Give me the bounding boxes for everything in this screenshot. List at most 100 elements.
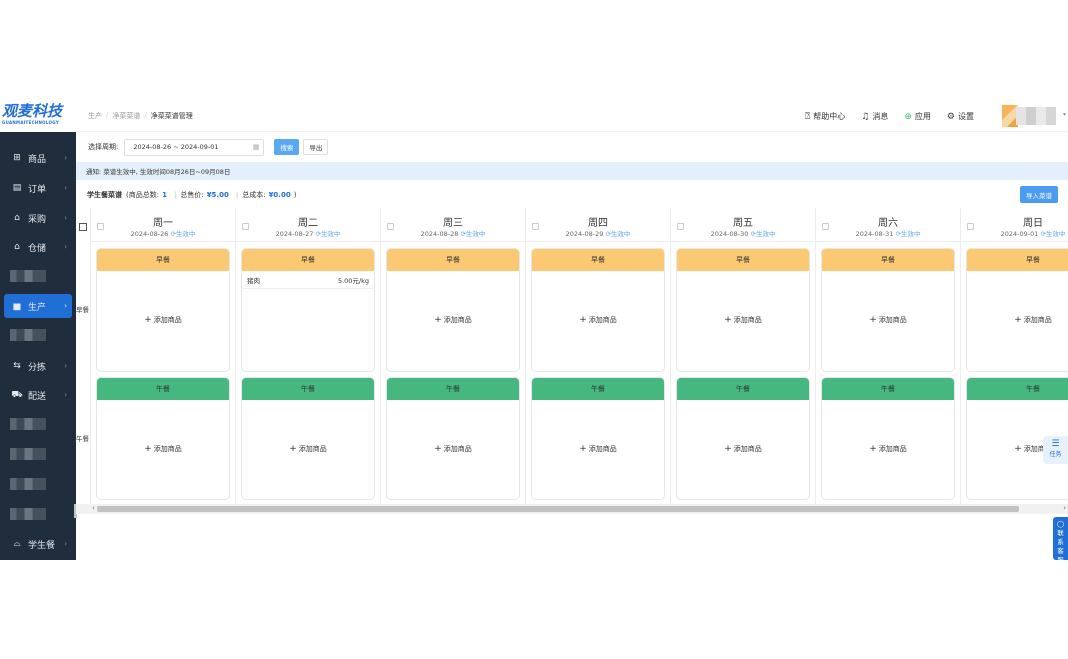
scroll-right-icon[interactable]: › <box>1063 504 1066 512</box>
messages-link[interactable]: ♫ 消息 <box>861 111 888 122</box>
date-value: 2024-08-31 <box>855 230 894 238</box>
chevron-right-icon: › <box>64 154 67 162</box>
horizontal-scrollbar[interactable]: ‹ › <box>76 504 1068 514</box>
breakfast-card: 早餐 + 添加商品 <box>531 248 665 372</box>
blurred-menu-item <box>10 270 46 282</box>
apps-link[interactable]: ⊕ 应用 <box>904 111 931 122</box>
plus-icon: + <box>434 315 442 325</box>
sidebar-item-purchase[interactable]: ⌂ 采购 › <box>0 206 76 230</box>
avatar[interactable] <box>1002 105 1018 127</box>
app-window: 观麦科技 GUANMAITECHNOLOGY ⊞ 商品 › ▤ 订单 › ⌂ 采… <box>0 100 1068 560</box>
date-value: 2024-08-28 <box>420 230 459 238</box>
add-goods-button[interactable]: + 添加商品 <box>532 315 664 325</box>
add-goods-button[interactable]: + 添加商品 <box>677 444 809 454</box>
grid-icon: ⊞ <box>13 153 21 163</box>
add-goods-button[interactable]: + 添加商品 <box>822 315 954 325</box>
breakfast-card: 早餐 + 添加商品 <box>676 248 810 372</box>
menu-title: 学生餐菜谱 <box>87 191 122 199</box>
user-name-blurred[interactable] <box>1016 107 1056 125</box>
breakfast-card: 早餐 + 添加商品 <box>96 248 230 372</box>
plus-icon: + <box>144 444 152 454</box>
customer-service-button[interactable]: ◯ 联系客服 <box>1053 517 1068 560</box>
chevron-down-icon[interactable]: ▾ <box>1062 111 1066 118</box>
total-price: ¥5.00 <box>206 191 229 199</box>
lunch-header: 午餐 <box>967 378 1068 400</box>
status-label: 生效中 <box>320 230 341 238</box>
scroll-thumb[interactable] <box>97 506 1019 512</box>
day-name: 周日 <box>1023 218 1043 229</box>
date-value: 2024-08-26 <box>130 230 169 238</box>
breadcrumb-item[interactable]: 生产 <box>88 111 102 120</box>
day-checkbox[interactable] <box>532 223 539 230</box>
select-all-checkbox[interactable] <box>79 223 87 231</box>
add-goods-label: 添加商品 <box>878 445 907 453</box>
breadcrumb-item[interactable]: 净菜菜谱 <box>112 111 141 120</box>
price-label: 总售价: <box>180 191 204 199</box>
day-checkbox[interactable] <box>97 223 104 230</box>
day-name: 周三 <box>443 218 463 229</box>
date-value: 2024-09-01 <box>1000 230 1039 238</box>
add-goods-button[interactable]: + 添加商品 <box>967 444 1068 454</box>
date-range-picker[interactable]: 2024-08-26 ~ 2024-09-01 ▦ <box>124 138 265 156</box>
total-cost: ¥0.00 <box>268 191 291 199</box>
add-goods-label: 添加商品 <box>443 316 472 324</box>
day-checkbox[interactable] <box>387 223 394 230</box>
sidebar-item-production[interactable]: ▅ 生产 › <box>4 294 72 318</box>
add-goods-button[interactable]: + 添加商品 <box>532 444 664 454</box>
search-button[interactable]: 搜索 <box>274 139 300 155</box>
day-column: 周一 2024-08-26 ⟳生效中 早餐 + 添加商品 午餐 + 添加商品 <box>90 208 235 504</box>
plus-icon: + <box>1014 315 1022 325</box>
add-goods-button[interactable]: + 添加商品 <box>677 315 809 325</box>
row-label-lunch: 午餐 <box>76 435 89 443</box>
add-goods-button[interactable]: + 添加商品 <box>97 315 229 325</box>
add-goods-button[interactable]: + 添加商品 <box>967 315 1068 325</box>
settings-link[interactable]: ⚙ 设置 <box>947 111 974 122</box>
add-goods-label: 添加商品 <box>298 445 327 453</box>
sidebar-item-student-meal[interactable]: ⌓ 学生餐 › <box>0 532 76 556</box>
status-label: 生效中 <box>175 230 196 238</box>
sidebar-item-sorting[interactable]: ⇆ 分拣 › <box>0 354 76 378</box>
cost-label: 总成本: <box>242 191 266 199</box>
day-checkbox[interactable] <box>677 223 684 230</box>
export-button[interactable]: 导出 <box>303 139 329 155</box>
day-header: 周五 2024-08-30 ⟳生效中 <box>671 208 815 242</box>
menu-summary: 学生餐菜谱 (商品总数: 1 | 总售价: ¥5.00 | 总成本: ¥0.00… <box>87 191 297 199</box>
task-float-button[interactable]: ☰ 任务 <box>1043 436 1068 464</box>
chevron-right-icon: › <box>64 243 67 251</box>
add-goods-button[interactable]: + 添加商品 <box>97 444 229 454</box>
lunch-header: 午餐 <box>532 378 664 400</box>
scroll-left-icon[interactable]: ‹ <box>92 504 95 512</box>
chevron-right-icon: › <box>64 362 67 370</box>
add-goods-label: 添加商品 <box>588 316 617 324</box>
refresh-icon: ⟳ <box>750 230 756 238</box>
add-goods-button[interactable]: + 添加商品 <box>387 444 519 454</box>
sidebar-item-label: 订单 <box>28 184 47 195</box>
sidebar-item-delivery[interactable]: ⛟ 配送 › <box>0 383 76 407</box>
sidebar-item-orders[interactable]: ▤ 订单 › <box>0 176 76 200</box>
lunch-header: 午餐 <box>822 378 954 400</box>
food-item[interactable]: 猪肉 5.00元/kg <box>242 271 374 289</box>
day-checkbox[interactable] <box>822 223 829 230</box>
help-center-link[interactable]: ⍰ 帮助中心 <box>805 111 845 122</box>
day-checkbox[interactable] <box>242 223 249 230</box>
warehouse-icon: ⌂ <box>14 242 20 252</box>
day-date: 2024-08-29 ⟳生效中 <box>526 228 670 238</box>
refresh-icon: ⟳ <box>315 230 321 238</box>
add-goods-button[interactable]: + 添加商品 <box>387 315 519 325</box>
breakfast-header: 早餐 <box>97 249 229 271</box>
add-goods-button[interactable]: + 添加商品 <box>242 444 374 454</box>
lunch-card: 午餐 + 添加商品 <box>96 377 230 500</box>
add-goods-label: 添加商品 <box>1023 316 1052 324</box>
import-menu-button[interactable]: 导入菜谱 <box>1020 186 1058 203</box>
plus-icon: + <box>869 444 877 454</box>
add-goods-label: 添加商品 <box>443 445 472 453</box>
sidebar-item-warehouse[interactable]: ⌂ 仓储 › <box>0 235 76 259</box>
day-checkbox[interactable] <box>967 223 974 230</box>
plus-icon: + <box>869 315 877 325</box>
task-label: 任务 <box>1049 451 1062 458</box>
sidebar-item-goods[interactable]: ⊞ 商品 › <box>0 146 76 170</box>
add-goods-button[interactable]: + 添加商品 <box>822 444 954 454</box>
day-name: 周一 <box>153 218 173 229</box>
logo: 观麦科技 GUANMAITECHNOLOGY <box>0 100 76 132</box>
plus-icon: + <box>579 315 587 325</box>
